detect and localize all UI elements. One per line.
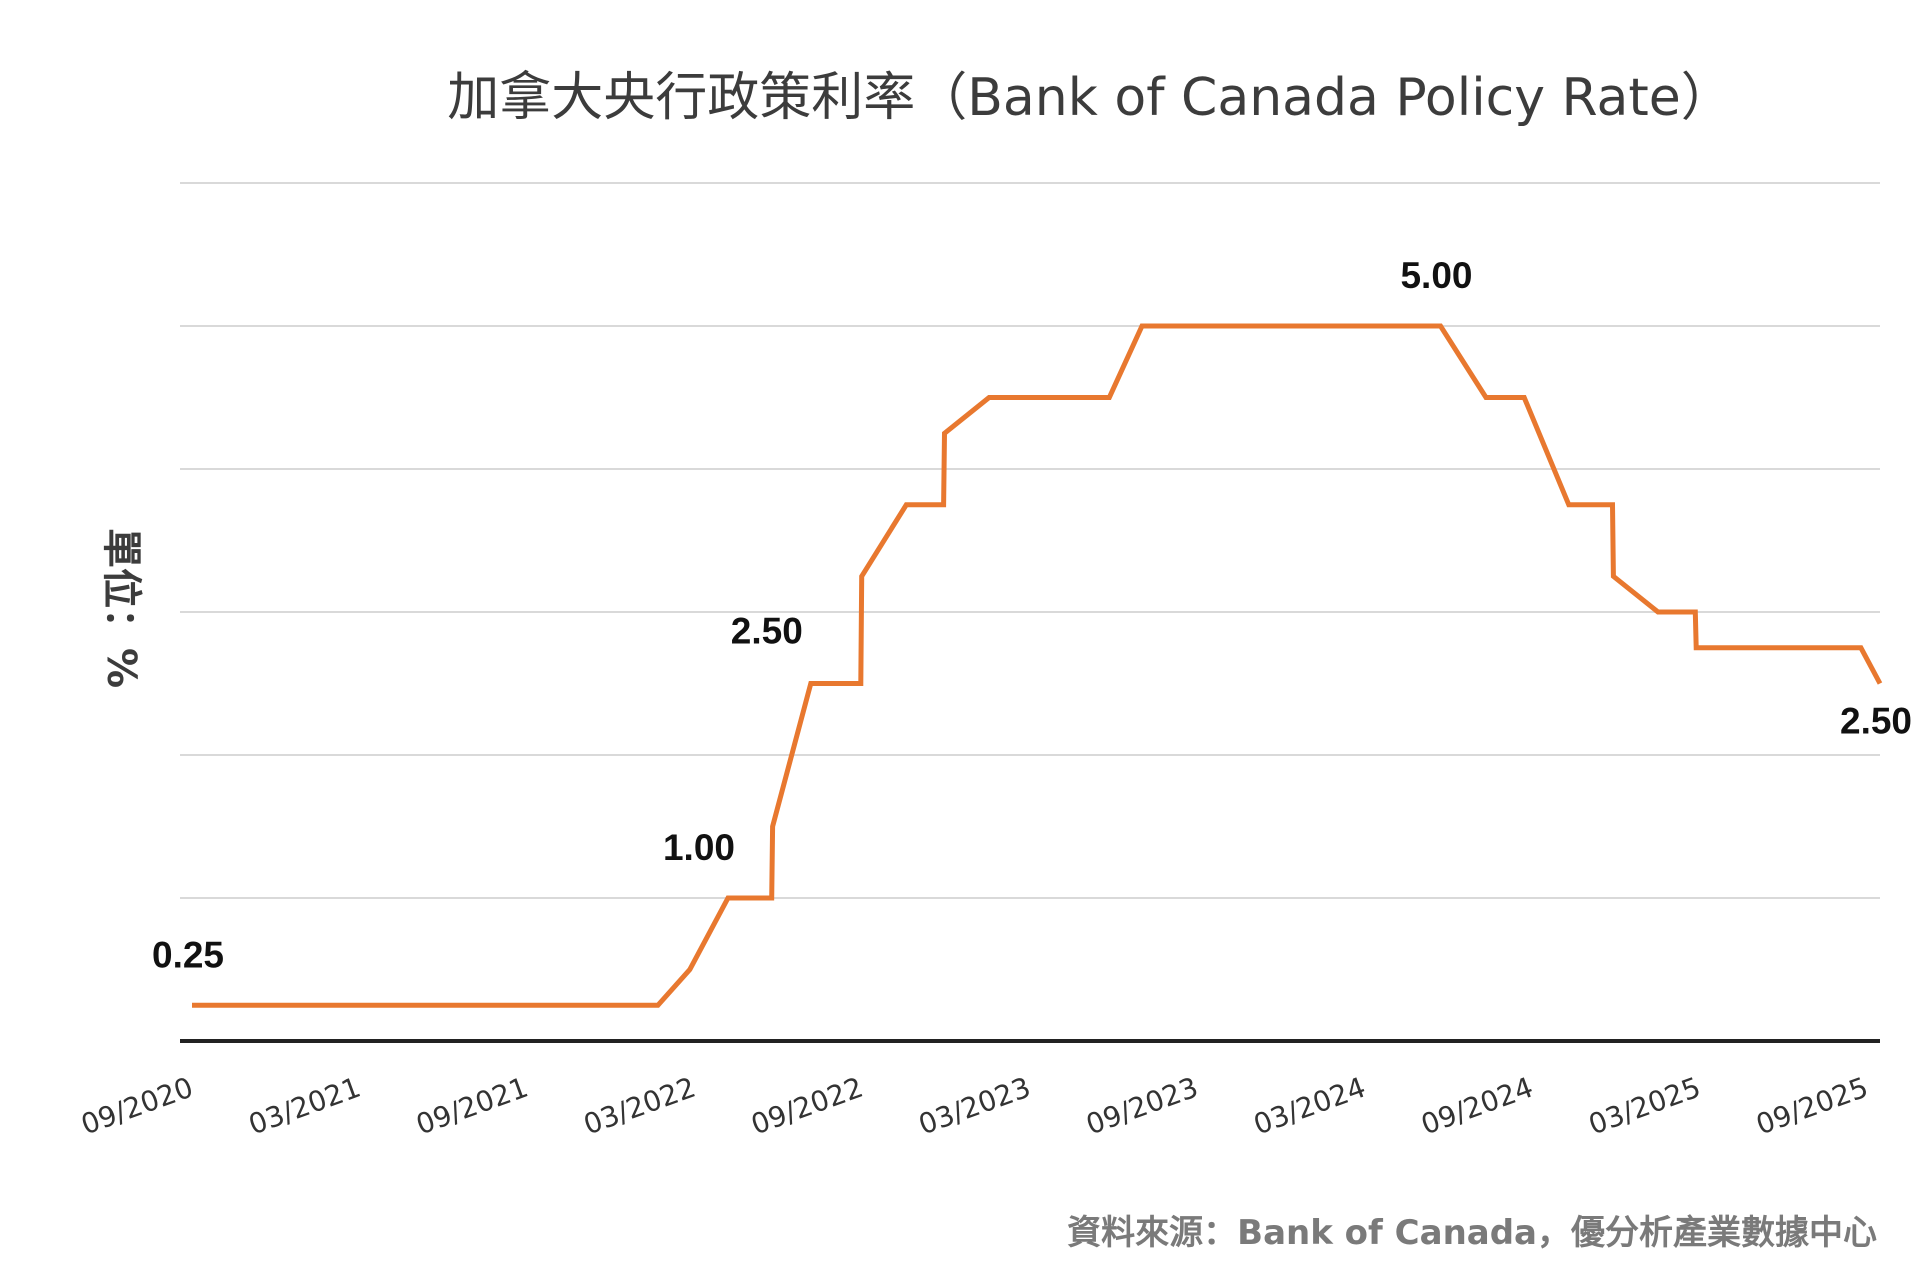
- x-tick-label: 09/2021: [412, 1071, 533, 1142]
- data-labels: 0.25 1.00 2.50 5.00 2.50: [152, 255, 1912, 975]
- x-tick-label: 09/2022: [747, 1071, 868, 1142]
- x-tick-label: 03/2025: [1584, 1071, 1705, 1142]
- data-label: 5.00: [1400, 255, 1472, 296]
- source-note: 資料來源：Bank of Canada，優分析產業數據中心: [1067, 1213, 1877, 1253]
- data-label: 2.50: [1840, 701, 1912, 742]
- x-tick-label: 09/2023: [1082, 1071, 1203, 1142]
- x-tick-label: 03/2022: [579, 1071, 700, 1142]
- gridlines: [180, 182, 1880, 899]
- chart-title: 加拿大央行政策利率（Bank of Canada Policy Rate）: [447, 68, 1733, 128]
- x-tick-label: 09/2020: [77, 1071, 198, 1142]
- x-tick-label: 09/2024: [1417, 1071, 1538, 1142]
- x-tick-labels: 09/2020 03/2021 09/2021 03/2022 09/2022 03/20…: [77, 1071, 1873, 1142]
- x-tick-label: 03/2021: [244, 1071, 365, 1142]
- data-label: 1.00: [663, 827, 735, 868]
- rate-line: [192, 323, 1883, 1008]
- y-axis-label: 單位：%: [98, 528, 144, 688]
- data-label: 2.50: [731, 611, 803, 652]
- data-label: 0.25: [152, 934, 224, 975]
- rate-series: [192, 323, 1883, 1008]
- x-tick-label: 03/2024: [1249, 1071, 1370, 1142]
- x-tick-label: 03/2023: [914, 1071, 1035, 1142]
- x-tick-label: 09/2025: [1752, 1071, 1873, 1142]
